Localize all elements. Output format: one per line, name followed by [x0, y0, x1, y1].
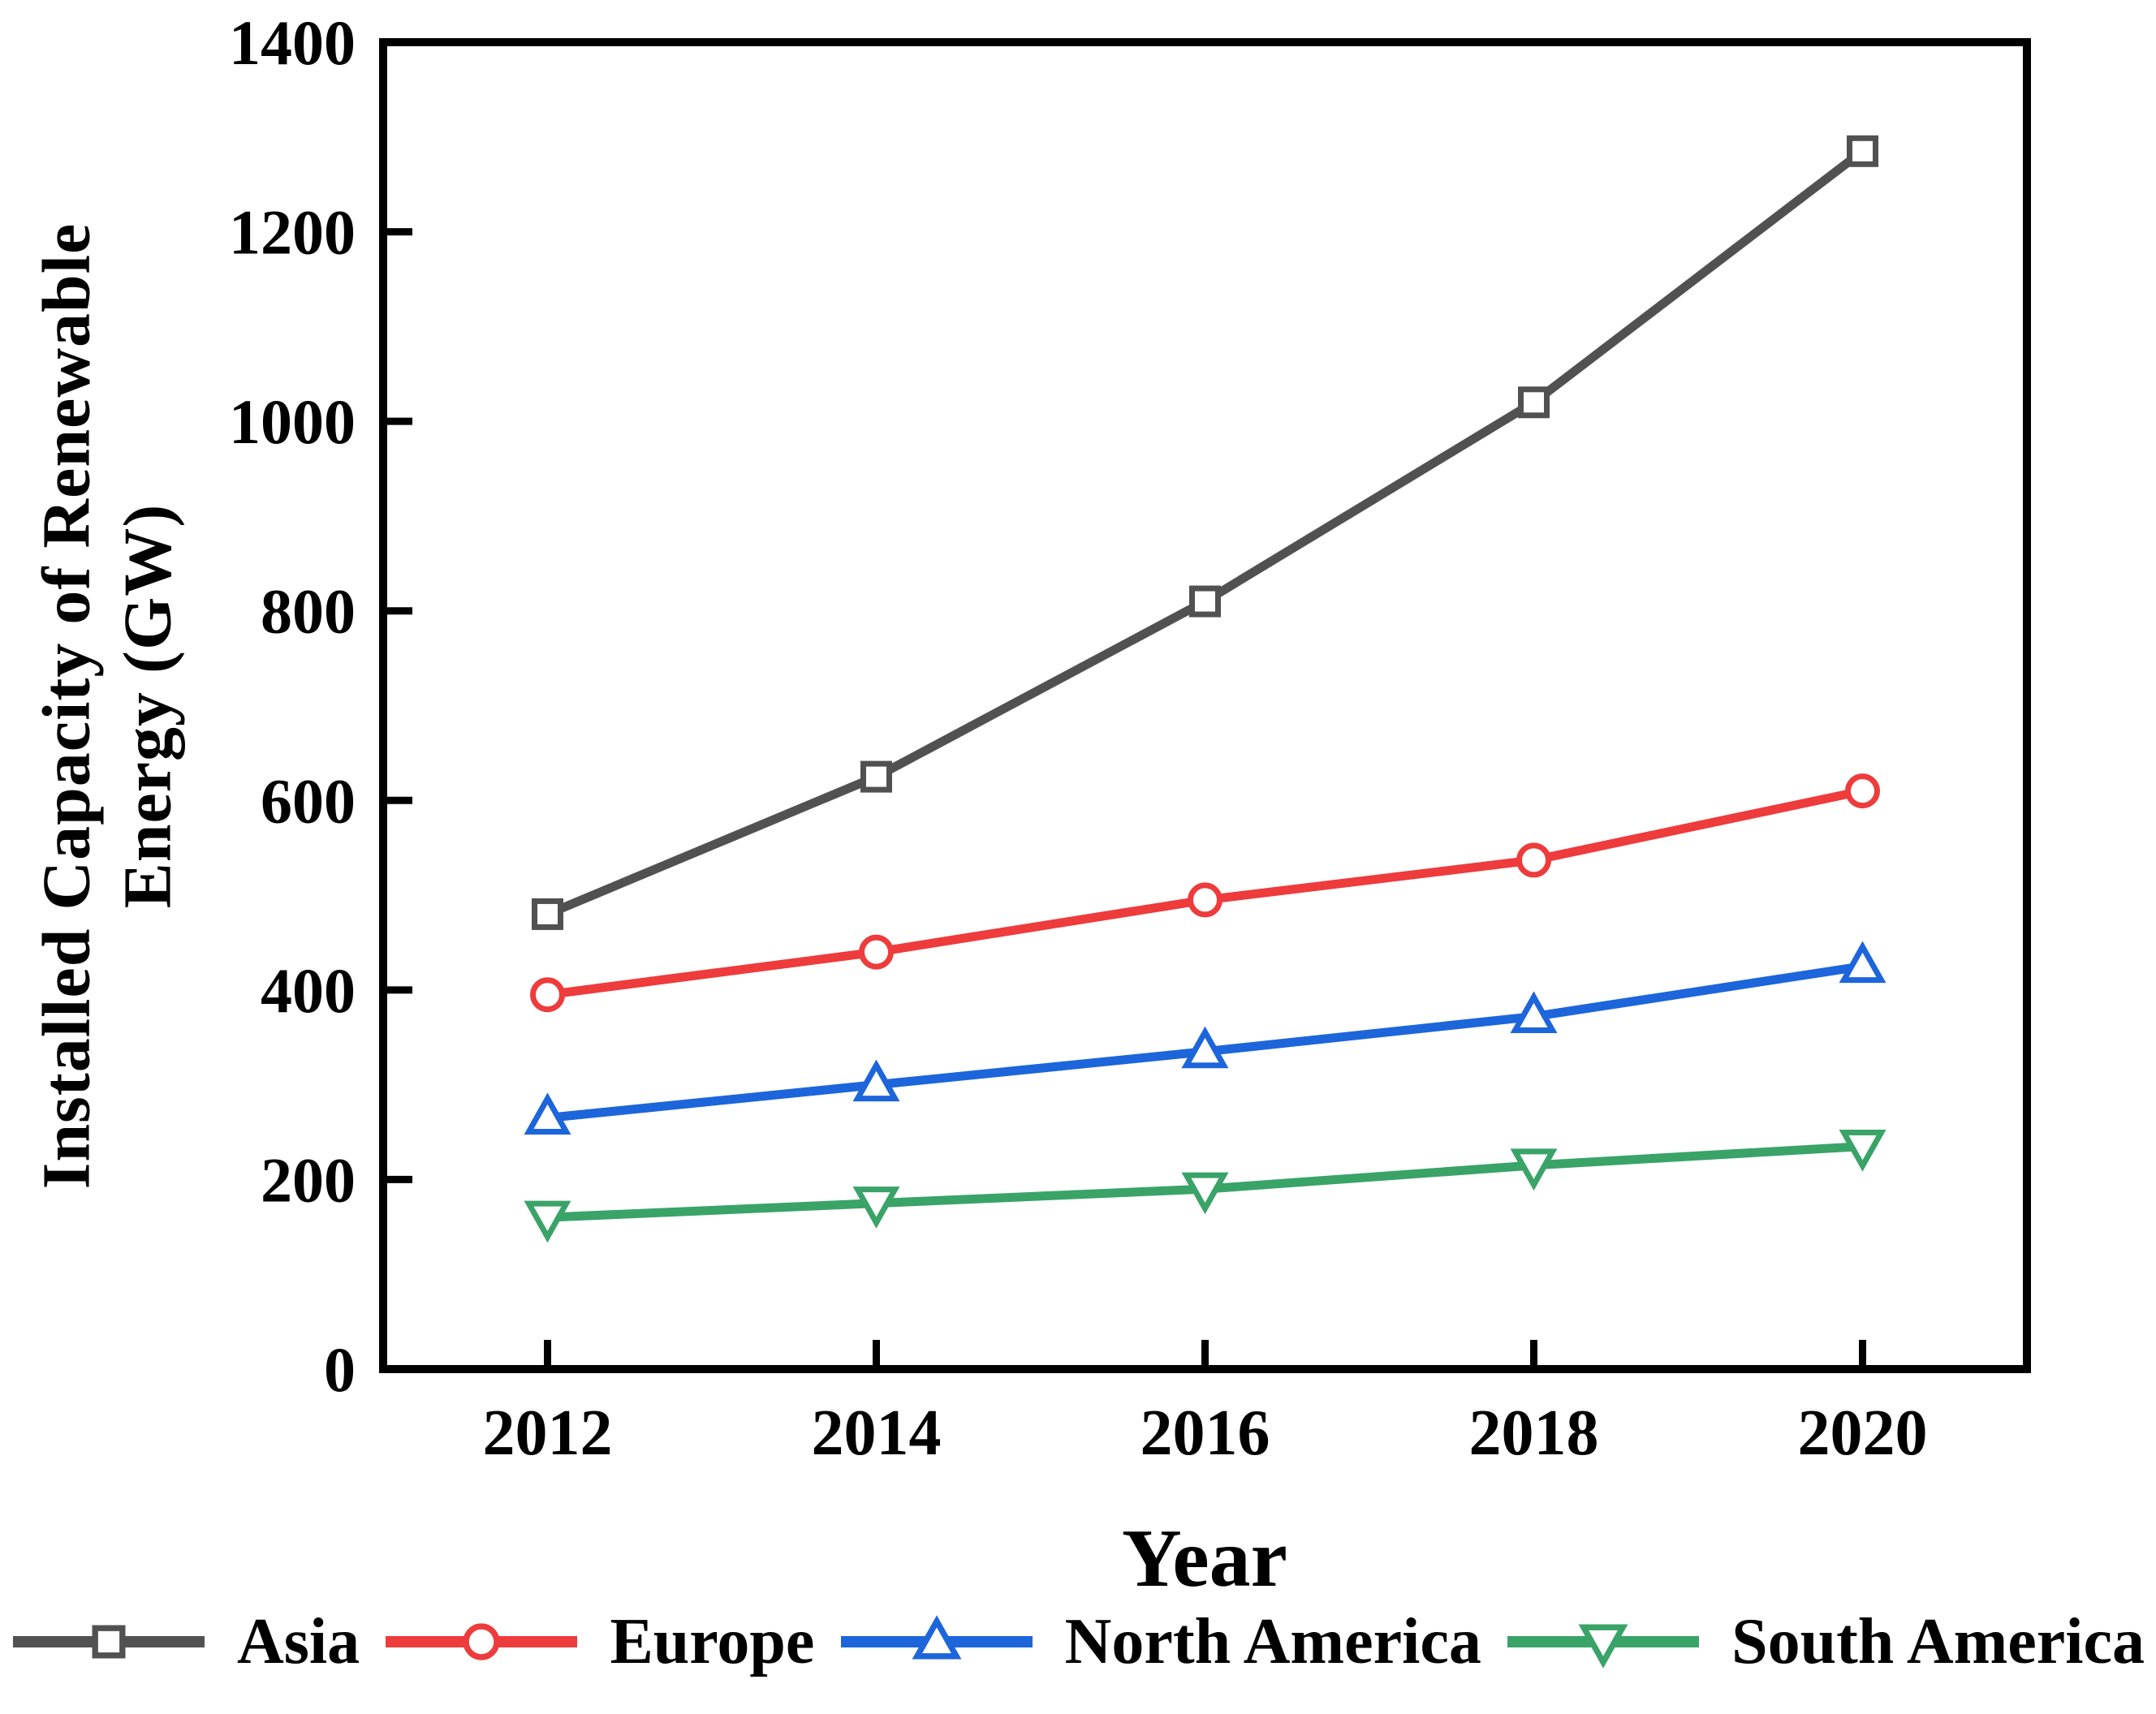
y-axis-label-line2: Energy (GW) — [110, 503, 186, 909]
legend-item-south-america: South America — [1506, 1605, 2145, 1679]
circle-marker-icon — [1845, 773, 1880, 809]
x-tick-label: 2014 — [812, 1397, 942, 1469]
series-line-asia — [545, 147, 1865, 919]
triangle-down-marker-icon — [524, 1200, 571, 1243]
legend-label: South America — [1731, 1605, 2145, 1677]
y-axis-label-line1: Installed Capacity of Renewable — [28, 222, 105, 1190]
x-tick-label: 2012 — [483, 1397, 613, 1469]
y-tick-label: 1000 — [229, 386, 356, 457]
legend-swatch — [1507, 1624, 1700, 1669]
triangle-down-marker-icon — [1510, 1148, 1558, 1191]
triangle-down-marker-icon — [1578, 1624, 1628, 1669]
legend-label: Asia — [237, 1605, 360, 1677]
triangle-up-marker-icon — [1181, 1026, 1229, 1069]
y-tick-label: 200 — [261, 1144, 356, 1215]
triangle-down-marker-icon — [852, 1186, 900, 1229]
circle-marker-icon — [859, 934, 894, 970]
legend-label: Europe — [610, 1605, 815, 1677]
x-axis-label: Year — [1122, 1513, 1287, 1604]
legend-label: North America — [1064, 1605, 1481, 1677]
legend-item-asia: Asia — [11, 1605, 360, 1679]
x-tick-label: 2016 — [1141, 1397, 1270, 1469]
y-tick-label: 800 — [261, 576, 356, 647]
square-marker-icon — [532, 898, 563, 930]
y-tick-label: 1400 — [229, 7, 356, 78]
triangle-up-marker-icon — [524, 1092, 571, 1135]
triangle-down-marker-icon — [1181, 1172, 1229, 1215]
legend-swatch — [13, 1625, 205, 1659]
square-marker-icon — [1847, 135, 1878, 167]
square-marker-icon — [860, 760, 892, 793]
legend-swatch — [840, 1615, 1033, 1660]
axes-frame — [379, 38, 2031, 1373]
circle-marker-icon — [463, 1623, 501, 1660]
x-tick-label: 2018 — [1469, 1397, 1599, 1469]
legend-item-north-america: North America — [839, 1605, 1481, 1679]
square-marker-icon — [92, 1625, 126, 1659]
triangle-up-marker-icon — [912, 1615, 962, 1660]
circle-marker-icon — [1188, 882, 1222, 918]
y-tick-label: 600 — [261, 765, 356, 836]
circle-marker-icon — [1516, 842, 1551, 878]
triangle-down-marker-icon — [1839, 1130, 1886, 1172]
square-marker-icon — [1518, 386, 1550, 419]
y-tick-label: 400 — [261, 955, 356, 1026]
y-tick-label: 1200 — [229, 197, 356, 268]
triangle-up-marker-icon — [1839, 941, 1886, 984]
legend-item-europe: Europe — [384, 1605, 814, 1679]
legend: Asia Europe North America South America — [11, 1581, 2145, 1703]
x-tick-label: 2020 — [1798, 1397, 1928, 1469]
circle-marker-icon — [530, 977, 565, 1013]
y-tick-label: 0 — [324, 1334, 356, 1405]
triangle-up-marker-icon — [1510, 991, 1558, 1034]
legend-swatch — [386, 1623, 578, 1660]
triangle-up-marker-icon — [852, 1059, 900, 1102]
square-marker-icon — [1189, 585, 1221, 618]
